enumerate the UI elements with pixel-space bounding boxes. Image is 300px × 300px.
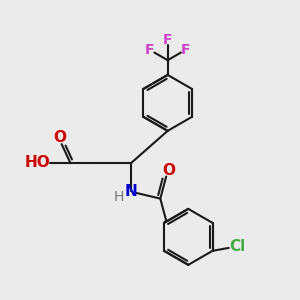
Text: F: F [145,43,154,57]
Text: HO: HO [25,155,50,170]
Text: O: O [53,130,66,145]
Text: F: F [163,33,172,46]
Text: O: O [163,163,176,178]
Text: H: H [113,190,124,203]
Text: F: F [181,43,190,57]
Text: Cl: Cl [230,239,246,254]
Text: N: N [125,184,138,199]
